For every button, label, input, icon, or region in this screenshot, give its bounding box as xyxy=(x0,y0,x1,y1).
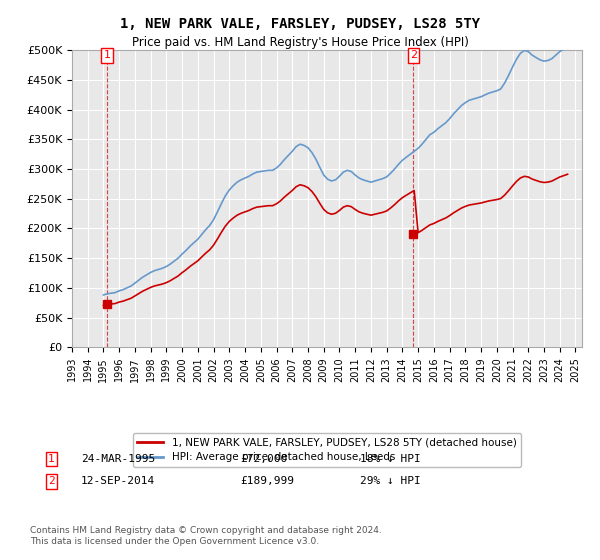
Text: £72,000: £72,000 xyxy=(240,454,287,464)
Text: £189,999: £189,999 xyxy=(240,477,294,487)
Text: 1: 1 xyxy=(48,454,55,464)
Text: Price paid vs. HM Land Registry's House Price Index (HPI): Price paid vs. HM Land Registry's House … xyxy=(131,36,469,49)
Text: 2: 2 xyxy=(410,50,417,60)
Text: 12-SEP-2014: 12-SEP-2014 xyxy=(81,477,155,487)
Text: 24-MAR-1995: 24-MAR-1995 xyxy=(81,454,155,464)
Legend: 1, NEW PARK VALE, FARSLEY, PUDSEY, LS28 5TY (detached house), HPI: Average price: 1, NEW PARK VALE, FARSLEY, PUDSEY, LS28 … xyxy=(133,433,521,466)
Text: 1: 1 xyxy=(103,50,110,60)
Text: 2: 2 xyxy=(48,477,55,487)
Text: Contains HM Land Registry data © Crown copyright and database right 2024.
This d: Contains HM Land Registry data © Crown c… xyxy=(30,526,382,546)
Text: 29% ↓ HPI: 29% ↓ HPI xyxy=(360,477,421,487)
Text: 18% ↓ HPI: 18% ↓ HPI xyxy=(360,454,421,464)
Text: 1, NEW PARK VALE, FARSLEY, PUDSEY, LS28 5TY: 1, NEW PARK VALE, FARSLEY, PUDSEY, LS28 … xyxy=(120,17,480,31)
